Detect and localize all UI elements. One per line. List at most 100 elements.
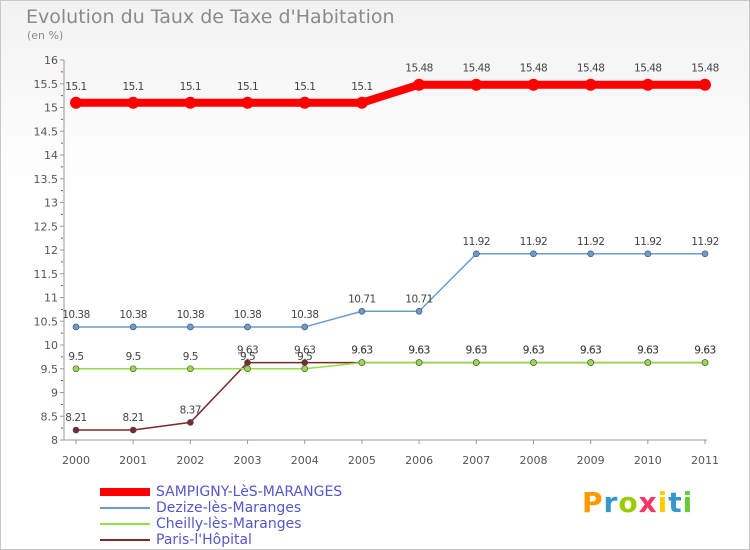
- series-line-3: [75, 361, 706, 431]
- data-label: 15.48: [634, 63, 662, 75]
- legend-label: Cheilly-lès-Maranges: [156, 516, 302, 532]
- chart-subtitle: (en %): [27, 29, 64, 42]
- data-point: [358, 359, 366, 366]
- data-point: [129, 323, 137, 331]
- data-point: [644, 359, 652, 366]
- x-tick-label: 2004: [291, 454, 319, 467]
- data-label: 9.63: [237, 345, 258, 357]
- x-tick-label: 2005: [348, 454, 376, 467]
- data-label: 8.37: [180, 404, 201, 416]
- logo-letter: i: [682, 486, 694, 519]
- logo-letter: o: [618, 486, 639, 519]
- y-tick-label: 12.5: [34, 220, 59, 233]
- data-label: 15.1: [294, 81, 315, 93]
- logo-letter: P: [582, 486, 604, 519]
- data-label: 10.38: [177, 309, 205, 321]
- data-point: [129, 426, 137, 434]
- data-label: 9.63: [694, 345, 715, 357]
- data-point: [187, 323, 194, 331]
- legend-label: Paris-l'Hôpital: [156, 532, 252, 548]
- legend-swatch: [100, 507, 150, 509]
- data-label: 8.21: [65, 412, 86, 424]
- data-label: 9.63: [466, 345, 487, 357]
- data-point: [701, 250, 709, 258]
- data-point: [472, 359, 480, 366]
- logo-letter: i: [657, 486, 669, 519]
- legend-swatch: [100, 523, 150, 525]
- data-label: 10.71: [405, 293, 433, 305]
- logo-letter: t: [668, 486, 683, 519]
- x-tick-label: 2008: [519, 454, 547, 467]
- data-point: [301, 365, 309, 373]
- data-label: 9.63: [637, 345, 658, 357]
- data-point: [415, 307, 423, 315]
- data-point: [72, 426, 80, 434]
- data-label: 11.92: [577, 236, 605, 248]
- data-point: [587, 359, 594, 366]
- chart-title: Evolution du Taux de Taxe d'Habitation: [26, 6, 395, 28]
- data-label: 9.63: [523, 345, 544, 357]
- y-tick-label: 8.5: [41, 410, 59, 423]
- data-label: 15.48: [691, 63, 719, 75]
- series-line-2: [75, 361, 706, 370]
- data-label: 15.1: [65, 81, 86, 93]
- y-tick-label: 11.5: [34, 268, 59, 281]
- data-point: [587, 250, 594, 258]
- y-tick-label: 14: [44, 149, 58, 162]
- data-label: 10.71: [348, 293, 376, 305]
- data-label: 9.5: [240, 351, 255, 363]
- data-point: [127, 96, 140, 109]
- data-label: 9.5: [68, 351, 83, 363]
- data-point: [358, 307, 366, 315]
- data-point: [184, 96, 197, 109]
- data-point: [72, 323, 80, 331]
- y-tick-label: 13.5: [34, 173, 59, 186]
- x-tick-label: 2010: [634, 454, 662, 467]
- data-label: 15.48: [405, 63, 433, 75]
- legend-swatch: [100, 539, 150, 541]
- x-tick-label: 2001: [119, 454, 147, 467]
- y-tick-label: 9.5: [41, 363, 59, 376]
- data-point: [415, 359, 423, 366]
- y-tick-label: 11: [44, 292, 58, 305]
- legend-swatch: [100, 488, 150, 496]
- data-label: 9.5: [183, 351, 198, 363]
- x-tick-label: 2000: [62, 454, 90, 467]
- data-point: [244, 323, 251, 331]
- data-point: [129, 365, 137, 373]
- data-label: 9.63: [351, 345, 372, 357]
- data-point: [699, 78, 711, 91]
- data-label: 9.63: [294, 345, 315, 357]
- data-label: 9.63: [351, 345, 372, 357]
- data-label: 9.63: [580, 345, 601, 357]
- data-point: [72, 365, 80, 373]
- y-tick-label: 16: [44, 54, 58, 67]
- y-tick-label: 8: [51, 434, 58, 447]
- y-tick-label: 12: [44, 244, 58, 257]
- data-point: [527, 78, 540, 91]
- y-tick-label: 15: [44, 102, 58, 115]
- x-tick-label: 2009: [577, 454, 605, 467]
- data-point: [470, 78, 483, 91]
- series-line-0: [72, 80, 709, 107]
- proxiti-logo: Proxiti: [582, 486, 693, 519]
- data-label: 9.63: [580, 345, 601, 357]
- data-label: 9.63: [408, 345, 429, 357]
- legend-label: SAMPIGNY-LèS-MARANGES: [156, 484, 343, 500]
- data-label: 10.38: [234, 309, 262, 321]
- y-tick-label: 10: [44, 339, 58, 352]
- x-tick-label: 2002: [176, 454, 204, 467]
- y-tick-label: 15.5: [34, 78, 59, 91]
- data-label: 15.1: [180, 81, 201, 93]
- data-label: 9.63: [466, 345, 487, 357]
- y-tick-label: 10.5: [34, 315, 59, 328]
- data-label: 15.48: [577, 63, 605, 75]
- data-label: 10.38: [291, 309, 319, 321]
- data-point: [244, 365, 251, 373]
- y-tick-label: 13: [44, 197, 58, 210]
- data-label: 9.5: [297, 351, 312, 363]
- data-point: [187, 365, 194, 373]
- data-label: 15.1: [237, 81, 258, 93]
